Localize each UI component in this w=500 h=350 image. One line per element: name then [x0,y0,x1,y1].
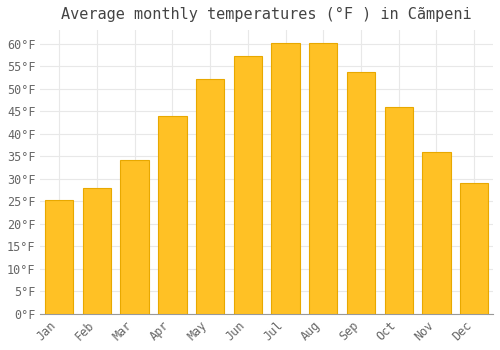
Bar [83,188,111,314]
Bar [422,152,450,314]
Bar [272,43,299,314]
Bar [158,116,186,314]
Bar [347,71,375,314]
Bar [460,183,488,314]
Bar [120,160,149,314]
Bar [384,107,413,314]
Bar [196,79,224,314]
Bar [45,200,74,314]
Title: Average monthly temperatures (°F ) in Cãmpeni: Average monthly temperatures (°F ) in Cã… [62,7,472,22]
Bar [234,56,262,314]
Bar [309,43,338,314]
